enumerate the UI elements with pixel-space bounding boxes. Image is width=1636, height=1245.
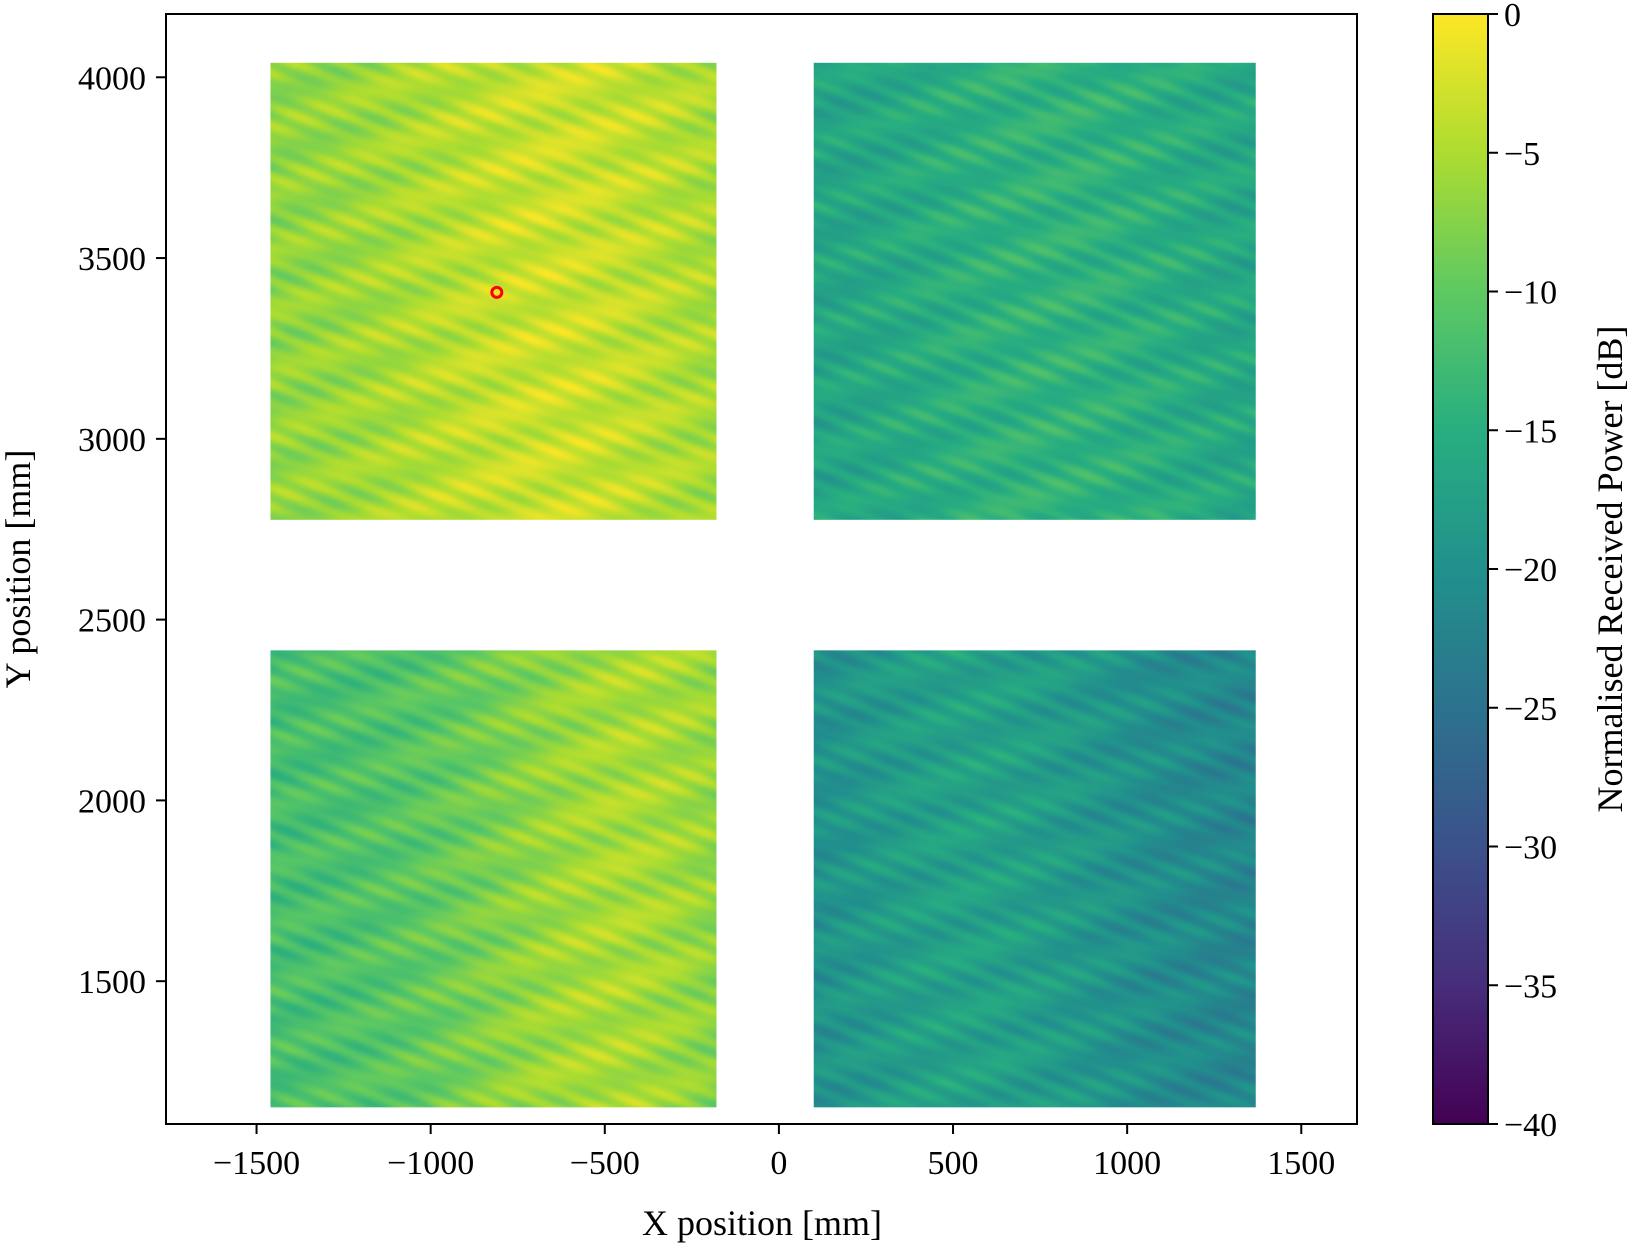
colorbar-tick-label: −20 <box>1504 552 1557 589</box>
heatmap-panel-bottom-right <box>813 650 1256 1108</box>
y-tick-label: 2500 <box>78 603 146 640</box>
x-axis-label: X position [mm] <box>642 1203 882 1243</box>
x-tick-label: 0 <box>770 1145 787 1182</box>
heatmap-panel-top-right <box>813 62 1256 520</box>
marker-point <box>490 285 504 299</box>
colorbar-tick-label: −25 <box>1504 691 1557 728</box>
y-tick-label: 4000 <box>78 60 146 97</box>
x-axis: −1500 −1000 −500 0 500 1000 1500 <box>213 1124 1335 1182</box>
y-tick-label: 1500 <box>78 964 146 1001</box>
colorbar-tick-label: −30 <box>1504 830 1557 867</box>
colorbar-tick-label: 0 <box>1504 0 1521 34</box>
x-tick-label: 500 <box>928 1145 979 1182</box>
x-tick-label: −1500 <box>213 1145 300 1182</box>
plot-frame <box>165 13 1358 1125</box>
colorbar-tick-label: −40 <box>1504 1107 1557 1144</box>
y-tick-label: 3500 <box>78 241 146 278</box>
y-axis: 1500 2000 2500 3000 3500 4000 <box>78 60 166 1001</box>
heatmap-panel-bottom-left <box>270 650 717 1108</box>
x-tick-label: −500 <box>570 1145 640 1182</box>
colorbar-tick-label: −5 <box>1504 136 1540 173</box>
heatmap-panel-top-left <box>270 62 717 520</box>
colorbar-label: Normalised Received Power [dB] <box>1590 326 1630 813</box>
y-tick-label: 3000 <box>78 422 146 459</box>
colorbar-tick-label: −10 <box>1504 275 1557 312</box>
x-tick-label: −1000 <box>387 1145 474 1182</box>
colorbar-ticks: 0 −5 −10 −15 −20 −25 −30 −35 −40 <box>1488 0 1557 1144</box>
plot-area <box>270 62 1256 1108</box>
colorbar-tick-label: −35 <box>1504 968 1557 1005</box>
x-tick-label: 1000 <box>1093 1145 1161 1182</box>
x-tick-label: 1500 <box>1267 1145 1335 1182</box>
colorbar-tick-label: −15 <box>1504 413 1557 450</box>
y-axis-label: Y position [mm] <box>0 450 38 689</box>
colorbar <box>1432 13 1489 1125</box>
y-tick-label: 2000 <box>78 783 146 820</box>
